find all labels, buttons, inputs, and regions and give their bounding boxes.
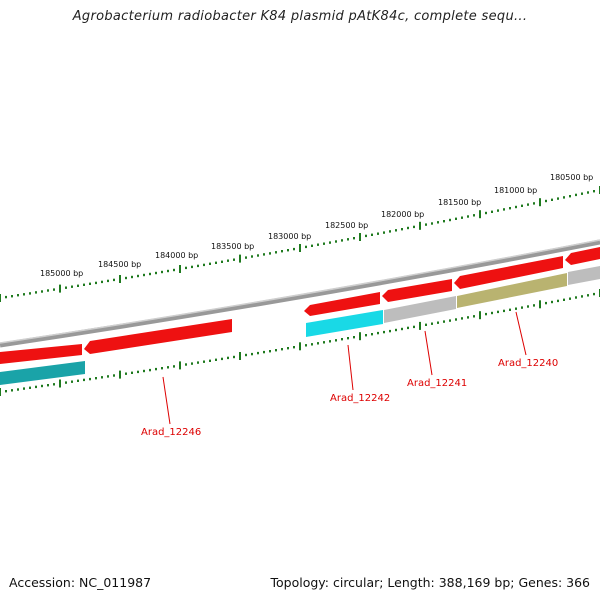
- leader-line: [162, 376, 171, 425]
- leader-line: [515, 311, 527, 356]
- outer-scale-ruler: [0, 186, 600, 302]
- feature-bar[interactable]: [0, 361, 85, 385]
- map-title: Agrobacterium radiobacter K84 plasmid pA…: [72, 9, 528, 24]
- scale-label: 182500 bp: [325, 221, 368, 230]
- plasmid-backbone: [0, 239, 600, 348]
- scale-label: 183500 bp: [211, 242, 254, 251]
- feature-bar[interactable]: [457, 273, 567, 308]
- sequence-summary: Topology: circular; Length: 388,169 bp; …: [270, 575, 591, 590]
- scale-label: 184000 bp: [155, 251, 198, 260]
- gene-label[interactable]: Arad_12242: [330, 393, 390, 404]
- accession-text: Accession: NC_011987: [9, 575, 152, 590]
- scale-label: 185000 bp: [40, 269, 83, 278]
- gene-label[interactable]: Arad_12241: [407, 378, 467, 389]
- scale-label: 181000 bp: [494, 186, 537, 195]
- gene-arrow[interactable]: [454, 256, 563, 289]
- scale-label: 183000 bp: [268, 232, 311, 241]
- feature-track: [0, 266, 600, 385]
- gene-arrow[interactable]: [304, 292, 380, 316]
- gene-arrow[interactable]: [565, 247, 600, 265]
- scale-label: 180500 bp: [550, 173, 593, 182]
- leader-line: [347, 344, 354, 391]
- scale-label: 181500 bp: [438, 198, 481, 207]
- feature-bar[interactable]: [384, 296, 456, 323]
- gene-arrow[interactable]: [0, 344, 82, 364]
- leader-line: [424, 330, 433, 376]
- gene-track-cds: [0, 247, 600, 364]
- plasmid-backbone-highlight: [0, 239, 600, 344]
- feature-bar[interactable]: [306, 310, 383, 337]
- gene-labels: Arad_12246 Arad_12242 Arad_12241 Arad_12…: [141, 358, 558, 438]
- gene-label[interactable]: Arad_12246: [141, 427, 201, 438]
- gene-label[interactable]: Arad_12240: [498, 358, 558, 369]
- gene-arrow[interactable]: [84, 319, 232, 354]
- label-leaders: [162, 311, 527, 425]
- feature-bar[interactable]: [568, 266, 600, 285]
- scale-label: 184500 bp: [98, 260, 141, 269]
- scale-label: 182000 bp: [381, 210, 424, 219]
- inner-scale-ruler: [0, 289, 600, 396]
- gene-arrow[interactable]: [382, 279, 452, 302]
- scale-labels: 185000 bp 184500 bp 184000 bp 183500 bp …: [40, 173, 593, 278]
